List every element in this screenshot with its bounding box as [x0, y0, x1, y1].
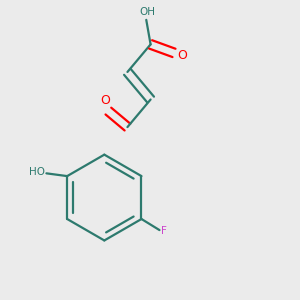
Text: OH: OH	[140, 7, 156, 17]
Text: HO: HO	[29, 167, 45, 177]
Text: F: F	[161, 226, 167, 236]
Text: O: O	[177, 49, 187, 62]
Text: O: O	[101, 94, 110, 107]
